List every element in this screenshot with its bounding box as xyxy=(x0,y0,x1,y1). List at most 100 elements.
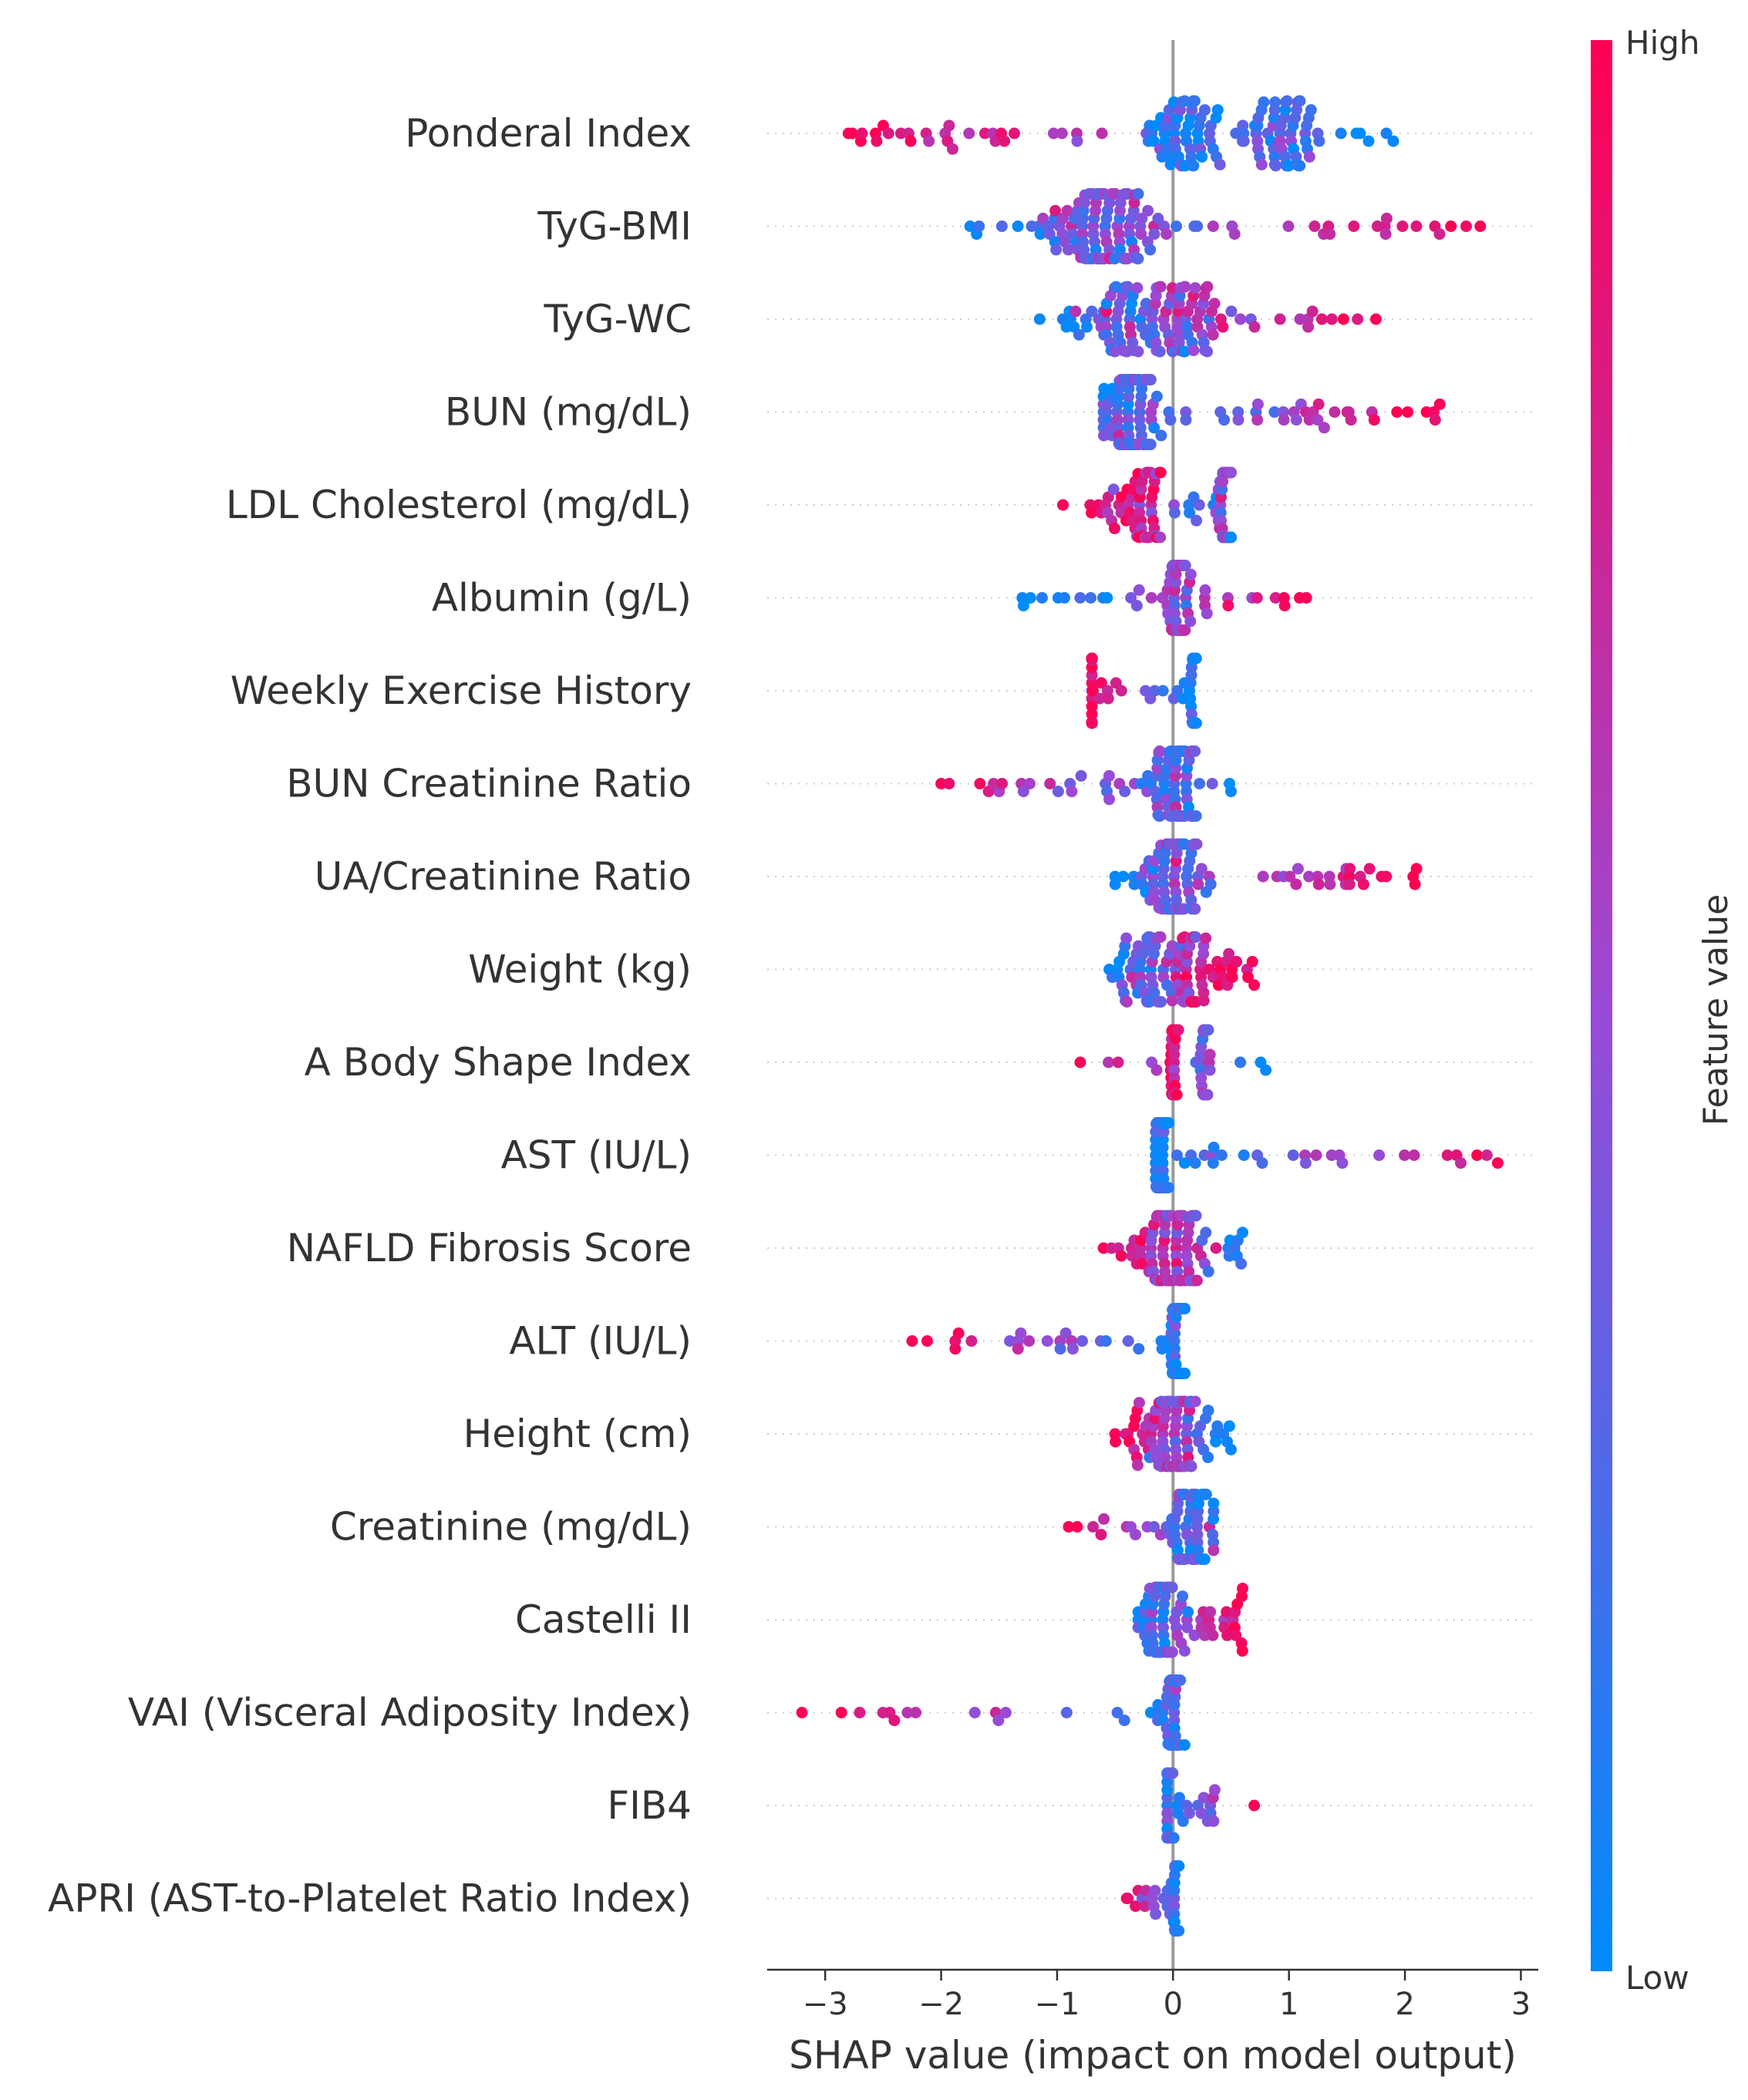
shap-dot xyxy=(1354,127,1366,140)
shap-dot xyxy=(1179,624,1191,636)
shap-dot xyxy=(1150,1064,1163,1076)
shap-dot xyxy=(1150,1908,1162,1920)
shap-dot xyxy=(1098,429,1110,442)
shap-dot xyxy=(1198,1553,1211,1565)
shap-dot xyxy=(1152,212,1164,224)
shap-dot xyxy=(1200,1227,1212,1239)
shap-dot xyxy=(1155,429,1167,442)
shap-dot xyxy=(1480,1149,1493,1161)
shap-dot xyxy=(1155,996,1167,1008)
shap-dot xyxy=(1182,1606,1194,1618)
shap-dot xyxy=(1380,212,1393,224)
shap-dot xyxy=(1136,1257,1148,1270)
shap-dot xyxy=(1445,220,1457,232)
shap-dot xyxy=(1189,282,1201,294)
shap-dot xyxy=(1132,345,1144,358)
shap-dot xyxy=(1140,298,1152,310)
shap-dot xyxy=(1131,282,1143,294)
shap-dot xyxy=(1202,1451,1214,1463)
shap-dot xyxy=(1238,1149,1250,1161)
shap-dot xyxy=(1193,499,1205,511)
shap-dot xyxy=(1130,1529,1142,1541)
feature-label: BUN (mg/dL) xyxy=(445,390,692,435)
shap-dot xyxy=(1147,135,1160,147)
shap-dot xyxy=(1312,878,1325,890)
colorbar-gradient xyxy=(1591,40,1612,1971)
shap-dot xyxy=(1225,305,1238,318)
shap-dot xyxy=(1251,398,1264,410)
shap-dot xyxy=(1281,95,1293,107)
shap-dot xyxy=(1086,305,1098,318)
shap-dot xyxy=(1071,1521,1083,1533)
shap-dot xyxy=(1179,560,1191,571)
shap-dot xyxy=(1033,313,1046,325)
shap-dot xyxy=(1204,1048,1216,1061)
shap-dot xyxy=(1177,1590,1189,1603)
shap-dot xyxy=(964,220,976,232)
shap-dot xyxy=(1234,1056,1247,1069)
shap-dot xyxy=(1207,1497,1220,1509)
shap-dot xyxy=(1248,321,1261,333)
shap-dot xyxy=(1074,1056,1086,1069)
shap-dot xyxy=(1087,685,1099,697)
shap-dot xyxy=(943,119,955,132)
shap-dot xyxy=(1179,345,1191,358)
shap-dot xyxy=(1433,228,1446,241)
shap-dot xyxy=(835,1707,847,1718)
shap-dot xyxy=(1192,878,1204,890)
shap-dot xyxy=(1225,466,1237,479)
shap-dot xyxy=(1294,95,1306,107)
shap-dot xyxy=(1370,313,1382,325)
shap-dot xyxy=(965,1335,978,1347)
shap-dot xyxy=(1251,592,1263,604)
shap-dot xyxy=(1171,1149,1183,1161)
shap-dot xyxy=(1164,414,1177,426)
shap-dot xyxy=(1207,220,1219,232)
shap-dot xyxy=(1187,345,1200,356)
x-tick-label: 3 xyxy=(1511,1987,1531,2022)
shap-dot xyxy=(1023,1335,1036,1347)
shap-dot xyxy=(1135,228,1147,241)
colorbar-low-label: Low xyxy=(1625,1959,1689,1997)
shap-dot xyxy=(1130,1900,1142,1913)
shap-dot xyxy=(1048,127,1059,140)
shap-dot xyxy=(1310,1149,1322,1161)
shap-dot xyxy=(1167,1767,1179,1779)
shap-dot xyxy=(1189,745,1201,757)
shap-dot xyxy=(1174,1792,1185,1804)
shap-dot xyxy=(1142,204,1154,217)
feature-label: Creatinine (mg/dL) xyxy=(330,1505,692,1550)
shap-dot xyxy=(1054,1343,1066,1355)
shap-dot xyxy=(1200,1489,1212,1500)
shap-dot xyxy=(1236,1645,1248,1657)
shap-dot xyxy=(1274,313,1286,325)
shap-dot xyxy=(1101,592,1113,604)
shap-dot xyxy=(1086,652,1098,665)
shap-dot xyxy=(1128,878,1140,890)
shap-dot xyxy=(1352,313,1364,325)
feature-label: NAFLD Fibrosis Score xyxy=(287,1226,692,1270)
shap-dot xyxy=(1063,1521,1075,1533)
shap-dot xyxy=(999,135,1011,147)
shap-dot xyxy=(1178,1157,1191,1169)
shap-dot xyxy=(968,1707,981,1718)
shap-dot xyxy=(1057,499,1069,511)
shap-dot xyxy=(1066,1343,1079,1355)
shap-dot xyxy=(1024,778,1036,789)
shap-dot xyxy=(1207,328,1219,341)
shap-dot xyxy=(1189,95,1201,107)
shap-dot xyxy=(1081,321,1093,333)
shap-dot xyxy=(1387,135,1399,147)
shap-dot xyxy=(921,1335,933,1347)
shap-dot xyxy=(1410,863,1423,875)
shap-dot xyxy=(1312,414,1324,426)
shap-dot xyxy=(1110,1435,1122,1448)
shap-dot xyxy=(1300,592,1312,604)
shap-dot xyxy=(1154,531,1167,544)
shap-dot xyxy=(1103,769,1115,782)
shap-dot xyxy=(996,778,1009,789)
shap-dot xyxy=(1357,878,1369,890)
colorbar-high-label: High xyxy=(1625,24,1700,62)
shap-dot xyxy=(1066,786,1078,798)
shap-dot xyxy=(1154,810,1166,822)
